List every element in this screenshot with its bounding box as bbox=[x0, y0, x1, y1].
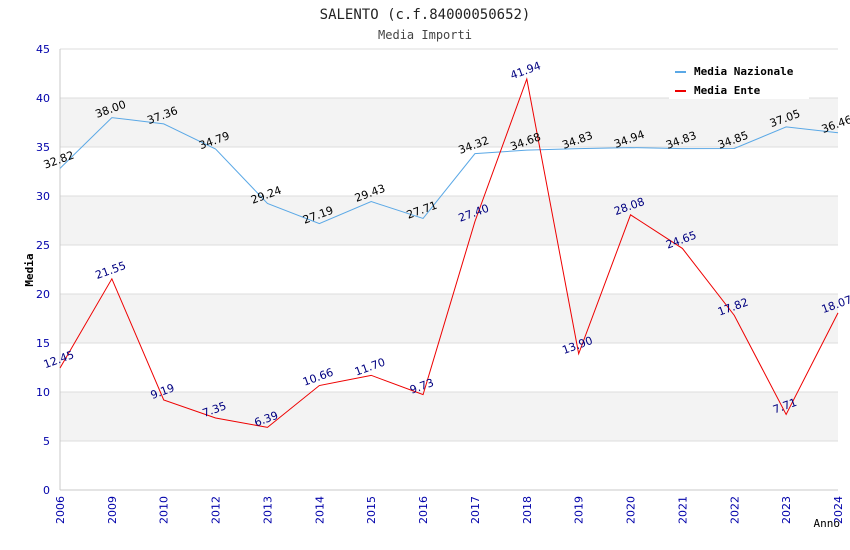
legend-box bbox=[669, 59, 809, 99]
y-tick-label: 0 bbox=[43, 484, 50, 497]
y-tick-labels: 0 5 10 15 20 25 30 35 40 45 bbox=[36, 43, 50, 497]
y-tick-label: 35 bbox=[36, 141, 50, 154]
x-tick-label: 2015 bbox=[365, 496, 378, 524]
series-line-media-nazionale bbox=[59, 117, 839, 225]
legend: Media Nazionale Media Ente bbox=[669, 59, 809, 99]
x-tick-label: 2014 bbox=[313, 496, 326, 524]
y-tick-label: 15 bbox=[36, 337, 50, 350]
y-tick-label: 25 bbox=[36, 239, 50, 252]
chart-title: SALENTO (c.f.84000050652) bbox=[320, 7, 531, 23]
x-tick-label: 2013 bbox=[261, 496, 274, 524]
y-tick-label: 20 bbox=[36, 288, 50, 301]
x-tick-label: 2018 bbox=[521, 496, 534, 524]
plot-band bbox=[60, 147, 838, 196]
plot-band bbox=[60, 294, 838, 343]
y-tick-label: 30 bbox=[36, 190, 50, 203]
y-tick-label: 40 bbox=[36, 92, 50, 105]
plot-band bbox=[60, 98, 838, 147]
plot-band bbox=[60, 392, 838, 441]
x-tick-labels: 2006 2009 2010 2012 2013 2014 2015 2016 2017 2018… bbox=[54, 496, 845, 524]
legend-label: Media Ente bbox=[694, 84, 761, 97]
plot-band bbox=[60, 196, 838, 245]
y-tick-label: 10 bbox=[36, 386, 50, 399]
x-tick-label: 2022 bbox=[728, 496, 741, 524]
x-tick-label: 2019 bbox=[573, 496, 586, 524]
plot-band bbox=[60, 245, 838, 294]
plot-background-bands bbox=[60, 49, 838, 490]
x-tick-label: 2010 bbox=[158, 496, 171, 524]
chart-subtitle: Media Importi bbox=[378, 28, 472, 42]
series-line-media-ente bbox=[59, 77, 839, 428]
x-tick-label: 2024 bbox=[832, 496, 845, 524]
axes bbox=[59, 49, 838, 491]
x-tick-label: 2020 bbox=[625, 496, 638, 524]
x-tick-label: 2012 bbox=[210, 496, 223, 524]
plot-band bbox=[60, 441, 838, 490]
plot-band bbox=[60, 343, 838, 392]
x-tick-label: 2009 bbox=[106, 496, 119, 524]
x-tick-label: 2016 bbox=[417, 496, 430, 524]
y-tick-label: 45 bbox=[36, 43, 50, 56]
x-tick-label: 2017 bbox=[469, 496, 482, 524]
y-tick-label: 5 bbox=[43, 435, 50, 448]
series-lines bbox=[59, 77, 839, 428]
legend-label: Media Nazionale bbox=[694, 65, 794, 78]
x-tick-label: 2021 bbox=[676, 496, 689, 524]
x-tick-label: 2006 bbox=[54, 496, 67, 524]
y-axis-label: Media bbox=[23, 253, 36, 286]
x-tick-label: 2023 bbox=[780, 496, 793, 524]
x-axis-label: Anno bbox=[814, 517, 841, 530]
